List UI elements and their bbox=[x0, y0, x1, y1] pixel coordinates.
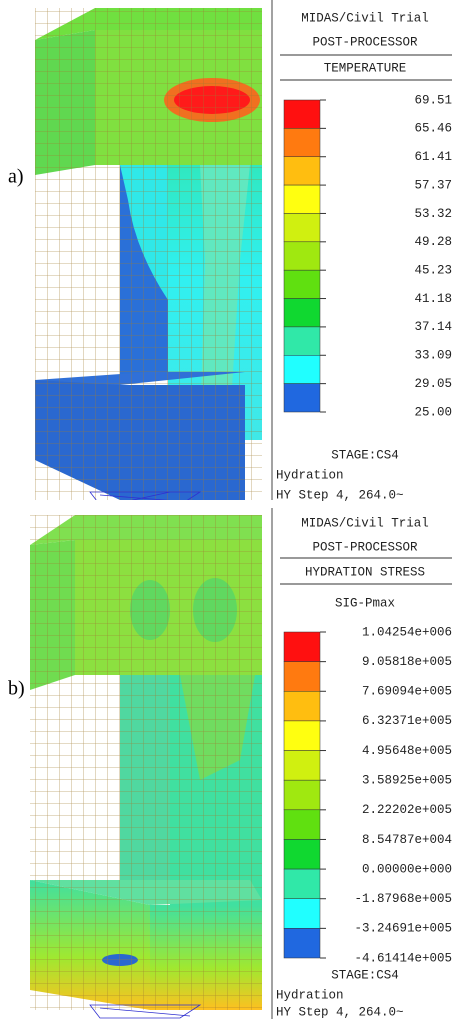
legend-value: 65.46 bbox=[414, 122, 452, 136]
stage: STAGE:CS4 bbox=[331, 968, 399, 982]
legend-value: -1.87968e+005 bbox=[354, 892, 452, 906]
legend-value: 6.32371e+005 bbox=[362, 714, 452, 728]
header-line: MIDAS/Civil Trial bbox=[301, 11, 429, 25]
legend-swatch bbox=[284, 751, 320, 781]
legend-value: -3.24691e+005 bbox=[354, 922, 452, 936]
footer-line: HY Step 4, 264.0~ bbox=[276, 488, 404, 502]
legend-value: 37.14 bbox=[414, 320, 452, 334]
legend-swatch bbox=[284, 839, 320, 869]
legend-swatch bbox=[284, 691, 320, 721]
legend-swatch bbox=[284, 721, 320, 751]
legend-value: 9.05818e+005 bbox=[362, 655, 452, 669]
legend-swatch bbox=[284, 213, 320, 241]
legend-swatch bbox=[284, 327, 320, 355]
legend-value: 8.54787e+004 bbox=[362, 833, 452, 847]
legend-swatch bbox=[284, 780, 320, 810]
legend-swatch bbox=[284, 899, 320, 929]
footer-line: HY Step 4, 264.0~ bbox=[276, 1005, 404, 1019]
legend-value: 1.04254e+006 bbox=[362, 625, 452, 639]
legend-swatch bbox=[284, 128, 320, 156]
legend-value: 3.58925e+005 bbox=[362, 773, 452, 787]
figure: a) MIDAS/Civil Trial POST-PROCESSOR TEMPERA… bbox=[0, 0, 460, 1019]
legend-swatch bbox=[284, 242, 320, 270]
legend-swatch bbox=[284, 299, 320, 327]
legend-value: -4.61414e+005 bbox=[354, 951, 452, 965]
legend-swatch bbox=[284, 810, 320, 840]
legend-value: 57.37 bbox=[414, 178, 452, 192]
legend-value: 25.00 bbox=[414, 405, 452, 419]
legend-swatch bbox=[284, 355, 320, 383]
legend-value: 7.69094e+005 bbox=[362, 685, 452, 699]
legend-swatch bbox=[284, 928, 320, 958]
legend-value: 41.18 bbox=[414, 292, 452, 306]
legend-swatch bbox=[284, 270, 320, 298]
panel-label: b) bbox=[8, 678, 25, 700]
legend-swatch bbox=[284, 384, 320, 412]
header-line: POST-PROCESSOR bbox=[312, 540, 418, 554]
result-name: HYDRATION STRESS bbox=[305, 565, 425, 579]
legend-value: 61.41 bbox=[414, 150, 452, 164]
header-line: MIDAS/Civil Trial bbox=[301, 516, 429, 530]
header-line: POST-PROCESSOR bbox=[312, 35, 418, 49]
panel-label: a) bbox=[8, 166, 24, 188]
model-b bbox=[30, 515, 262, 1018]
legend-value: 53.32 bbox=[414, 207, 452, 221]
legend-value: 0.00000e+000 bbox=[362, 862, 452, 876]
legend-value: 49.28 bbox=[414, 235, 452, 249]
model-a bbox=[35, 8, 262, 505]
legend-value: 45.23 bbox=[414, 263, 452, 277]
result-name: TEMPERATURE bbox=[324, 61, 407, 75]
legend-value: 33.09 bbox=[414, 349, 452, 363]
legend-swatch bbox=[284, 869, 320, 899]
component-name: SIG-Pmax bbox=[335, 596, 395, 610]
legend-value: 69.51 bbox=[414, 93, 452, 107]
footer-line: Hydration bbox=[276, 988, 344, 1002]
legend-swatch bbox=[284, 632, 320, 662]
legend-value: 29.05 bbox=[414, 377, 452, 391]
footer-line: Hydration bbox=[276, 468, 344, 482]
legend-value: 2.22202e+005 bbox=[362, 803, 452, 817]
legend-swatch bbox=[284, 662, 320, 692]
legend-value: 4.95648e+005 bbox=[362, 744, 452, 758]
legend-swatch bbox=[284, 185, 320, 213]
legend-swatch bbox=[284, 157, 320, 185]
legend-swatch bbox=[284, 100, 320, 128]
stage: STAGE:CS4 bbox=[331, 448, 399, 462]
